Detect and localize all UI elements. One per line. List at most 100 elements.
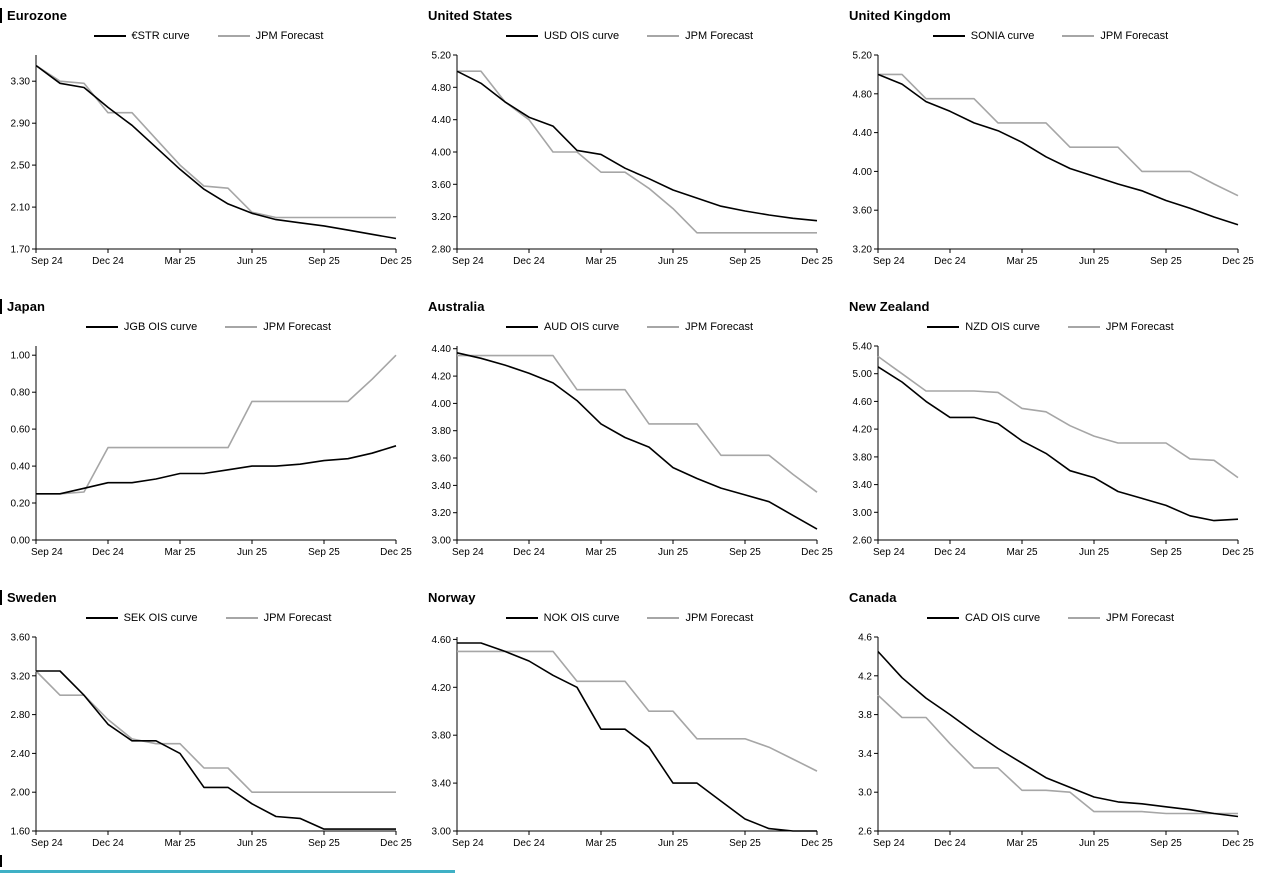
bottom-page-edge-mark bbox=[0, 855, 2, 867]
svg-text:2.6: 2.6 bbox=[858, 827, 872, 838]
svg-text:Dec 24: Dec 24 bbox=[513, 547, 545, 558]
panel-header: Canada bbox=[842, 588, 1259, 606]
legend-item-forecast: JPM Forecast bbox=[225, 321, 331, 333]
svg-text:0.80: 0.80 bbox=[11, 388, 31, 399]
forecast-series-label: JPM Forecast bbox=[685, 321, 754, 333]
market-series-label: €STR curve bbox=[131, 30, 190, 42]
svg-text:Jun 25: Jun 25 bbox=[237, 547, 267, 558]
svg-text:4.60: 4.60 bbox=[432, 635, 452, 646]
legend-item-market: AUD OIS curve bbox=[505, 321, 620, 333]
svg-text:Mar 25: Mar 25 bbox=[1006, 256, 1038, 267]
page-edge-mark bbox=[0, 7, 2, 23]
panel-header: Eurozone bbox=[0, 6, 417, 24]
panel-header: Japan bbox=[0, 297, 417, 315]
chart-legend: NZD OIS curve JPM Forecast bbox=[842, 315, 1259, 339]
panel-header: New Zealand bbox=[842, 297, 1259, 315]
svg-text:Mar 25: Mar 25 bbox=[164, 547, 196, 558]
svg-text:Mar 25: Mar 25 bbox=[164, 838, 196, 849]
forecast-series-label: JPM Forecast bbox=[685, 612, 754, 624]
svg-text:Mar 25: Mar 25 bbox=[585, 838, 617, 849]
svg-text:Jun 25: Jun 25 bbox=[1079, 838, 1109, 849]
svg-text:2.50: 2.50 bbox=[11, 161, 31, 172]
svg-text:1.70: 1.70 bbox=[11, 245, 31, 256]
svg-text:2.90: 2.90 bbox=[11, 119, 31, 130]
svg-text:5.20: 5.20 bbox=[432, 51, 452, 62]
svg-text:5.40: 5.40 bbox=[853, 342, 873, 353]
market-series-label: USD OIS curve bbox=[543, 30, 620, 42]
bottom-accent-bar bbox=[0, 870, 455, 873]
svg-text:Dec 24: Dec 24 bbox=[934, 547, 966, 558]
market-series-label: AUD OIS curve bbox=[543, 321, 620, 333]
market-line-swatch bbox=[85, 326, 118, 328]
forecast-series-label: JPM Forecast bbox=[263, 321, 332, 333]
svg-text:3.60: 3.60 bbox=[432, 454, 452, 465]
legend-item-market: USD OIS curve bbox=[505, 30, 620, 42]
svg-text:Dec 25: Dec 25 bbox=[801, 547, 833, 558]
svg-text:4.20: 4.20 bbox=[432, 372, 452, 383]
chart-legend: NOK OIS curve JPM Forecast bbox=[421, 606, 838, 630]
forecast-series-label: JPM Forecast bbox=[255, 30, 324, 42]
page-edge-mark bbox=[0, 589, 2, 605]
svg-text:Dec 25: Dec 25 bbox=[1222, 547, 1254, 558]
chart-panel-new-zealand: New Zealand NZD OIS curve JPM Forecast 5… bbox=[842, 293, 1263, 584]
forecast-series-label: JPM Forecast bbox=[263, 612, 332, 624]
svg-text:3.20: 3.20 bbox=[432, 212, 452, 223]
svg-text:Sep 24: Sep 24 bbox=[873, 838, 905, 849]
chart-panel-japan: Japan JGB OIS curve JPM Forecast 1.00 0.8… bbox=[0, 293, 421, 584]
svg-text:Sep 24: Sep 24 bbox=[873, 256, 905, 267]
svg-text:Sep 24: Sep 24 bbox=[452, 838, 484, 849]
market-series-label: SONIA curve bbox=[970, 30, 1035, 42]
panel-header: Australia bbox=[421, 297, 838, 315]
chart-title: United Kingdom bbox=[849, 7, 951, 23]
legend-item-forecast: JPM Forecast bbox=[217, 30, 324, 42]
svg-text:Sep 24: Sep 24 bbox=[452, 256, 484, 267]
legend-item-market: NZD OIS curve bbox=[927, 321, 1040, 333]
svg-text:5.00: 5.00 bbox=[853, 369, 873, 380]
svg-text:2.40: 2.40 bbox=[11, 749, 31, 760]
svg-text:Dec 24: Dec 24 bbox=[934, 838, 966, 849]
svg-text:3.00: 3.00 bbox=[853, 508, 873, 519]
svg-text:Sep 25: Sep 25 bbox=[308, 256, 340, 267]
svg-text:Dec 25: Dec 25 bbox=[801, 256, 833, 267]
market-line-swatch bbox=[505, 617, 538, 619]
svg-text:4.00: 4.00 bbox=[432, 399, 452, 410]
forecast-line-swatch bbox=[225, 326, 258, 328]
forecast-line-swatch bbox=[225, 617, 258, 619]
chart-title: New Zealand bbox=[849, 298, 930, 314]
market-line-swatch bbox=[505, 35, 538, 37]
panel-header: United Kingdom bbox=[842, 6, 1259, 24]
svg-text:3.40: 3.40 bbox=[853, 480, 873, 491]
svg-text:2.80: 2.80 bbox=[11, 710, 31, 721]
svg-text:3.20: 3.20 bbox=[432, 508, 452, 519]
svg-text:3.60: 3.60 bbox=[11, 633, 31, 644]
svg-text:4.6: 4.6 bbox=[858, 633, 872, 644]
svg-text:3.80: 3.80 bbox=[432, 426, 452, 437]
svg-text:Sep 25: Sep 25 bbox=[729, 256, 761, 267]
market-line-swatch bbox=[927, 326, 960, 328]
chart-legend: SEK OIS curve JPM Forecast bbox=[0, 606, 417, 630]
svg-text:3.20: 3.20 bbox=[11, 671, 31, 682]
svg-text:1.00: 1.00 bbox=[11, 351, 31, 362]
svg-text:3.40: 3.40 bbox=[432, 481, 452, 492]
chart-legend: USD OIS curve JPM Forecast bbox=[421, 24, 838, 48]
chart-title: United States bbox=[428, 7, 513, 23]
svg-text:3.00: 3.00 bbox=[432, 827, 452, 838]
svg-text:3.8: 3.8 bbox=[858, 710, 872, 721]
svg-text:4.40: 4.40 bbox=[432, 115, 452, 126]
svg-text:Jun 25: Jun 25 bbox=[658, 256, 688, 267]
svg-text:0.60: 0.60 bbox=[11, 425, 31, 436]
forecast-line-swatch bbox=[647, 326, 680, 328]
svg-text:4.40: 4.40 bbox=[853, 128, 873, 139]
market-line-swatch bbox=[505, 326, 538, 328]
market-series-label: JGB OIS curve bbox=[123, 321, 198, 333]
market-series-label: SEK OIS curve bbox=[123, 612, 198, 624]
svg-text:Mar 25: Mar 25 bbox=[1006, 838, 1038, 849]
legend-item-forecast: JPM Forecast bbox=[647, 321, 753, 333]
forecast-series-label: JPM Forecast bbox=[1105, 321, 1174, 333]
svg-text:Sep 25: Sep 25 bbox=[1150, 838, 1182, 849]
